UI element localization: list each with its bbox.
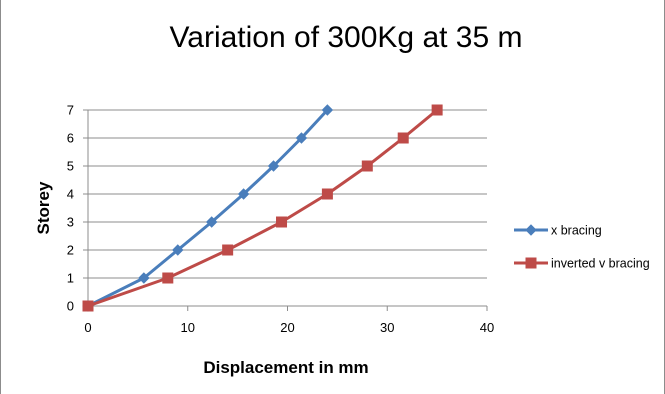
x-tick-label: 0 <box>84 320 91 335</box>
y-tick-label: 1 <box>67 271 74 286</box>
x-tick-label: 20 <box>280 320 294 335</box>
y-tick-label: 0 <box>67 299 74 314</box>
legend-swatch-marker <box>525 257 537 269</box>
data-point <box>267 160 280 172</box>
data-point <box>431 104 443 116</box>
legend-item-2: inverted v bracing <box>514 257 650 271</box>
data-point <box>276 216 288 228</box>
data-point <box>222 244 234 256</box>
legend-label: inverted v bracing <box>551 257 650 271</box>
data-point <box>321 104 334 116</box>
data-point <box>162 272 174 284</box>
y-tick-label: 7 <box>67 103 74 118</box>
x-tick-label: 30 <box>380 320 394 335</box>
y-axis-title: Storey <box>34 181 53 234</box>
x-axis-title: Displacement in mm <box>203 358 368 377</box>
data-point <box>237 188 250 200</box>
data-point <box>82 300 94 312</box>
series-group <box>82 104 443 312</box>
series-1 <box>82 104 334 312</box>
tick-labels: 0 1 2 3 4 5 6 7 0 10 20 30 40 <box>67 103 494 336</box>
series-2 <box>82 104 443 312</box>
gridlines <box>88 109 487 279</box>
series-line <box>86 108 439 308</box>
data-point <box>172 244 184 256</box>
y-tick-label: 3 <box>67 215 74 230</box>
series-line <box>86 108 329 308</box>
data-point <box>361 160 373 172</box>
data-point <box>397 132 409 144</box>
x-tick-label: 40 <box>480 320 494 335</box>
data-point <box>138 272 150 284</box>
y-tick-label: 4 <box>67 187 74 202</box>
x-tick-label: 10 <box>181 320 195 335</box>
legend: x bracing inverted v bracing <box>514 224 650 271</box>
data-point <box>321 188 333 200</box>
y-tick-label: 5 <box>67 159 74 174</box>
data-point <box>295 132 308 144</box>
data-point <box>205 216 218 228</box>
legend-item-1: x bracing <box>514 224 602 238</box>
legend-swatch-marker <box>525 224 537 236</box>
legend-label: x bracing <box>551 224 602 238</box>
y-tick-label: 2 <box>67 243 74 258</box>
chart-title: Variation of 300Kg at 35 m <box>170 21 523 54</box>
y-tick-label: 6 <box>67 131 74 146</box>
